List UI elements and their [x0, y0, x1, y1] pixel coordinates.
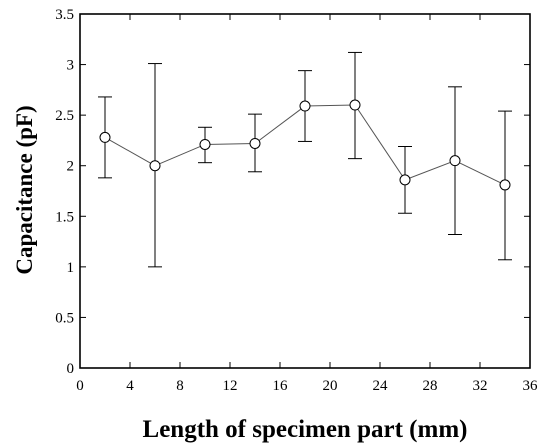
data-point: [249, 137, 261, 149]
y-tick-label: 3: [67, 58, 75, 74]
data-point: [149, 160, 161, 172]
x-tick-label: 12: [223, 378, 238, 394]
data-point: [99, 131, 111, 143]
x-tick-label: 36: [523, 378, 539, 394]
data-point: [349, 99, 361, 111]
y-tick-label: 1: [67, 260, 75, 276]
data-point: [449, 155, 461, 167]
y-tick-label: 1.5: [55, 209, 74, 225]
x-tick-label: 20: [323, 378, 338, 394]
y-tick-label: 0.5: [55, 310, 74, 326]
data-point: [199, 138, 211, 150]
data-point: [399, 174, 411, 186]
y-tick-label: 0: [67, 361, 75, 377]
x-tick-label: 28: [423, 378, 438, 394]
y-tick-label: 3.5: [55, 7, 74, 23]
x-tick-label: 32: [473, 378, 488, 394]
x-tick-label: 4: [126, 378, 134, 394]
y-tick-label: 2: [67, 159, 75, 175]
plot-frame: [79, 13, 531, 369]
x-axis-title: Length of specimen part (mm): [143, 416, 468, 443]
data-point: [499, 179, 511, 191]
x-tick-label: 24: [373, 378, 389, 394]
y-axis-title: Capacitance (pF): [12, 105, 37, 274]
x-tick-label: 8: [176, 378, 184, 394]
y-tick-label: 2.5: [55, 108, 74, 124]
data-point: [299, 100, 311, 112]
x-tick-label: 0: [76, 378, 84, 394]
x-tick-label: 16: [273, 378, 289, 394]
